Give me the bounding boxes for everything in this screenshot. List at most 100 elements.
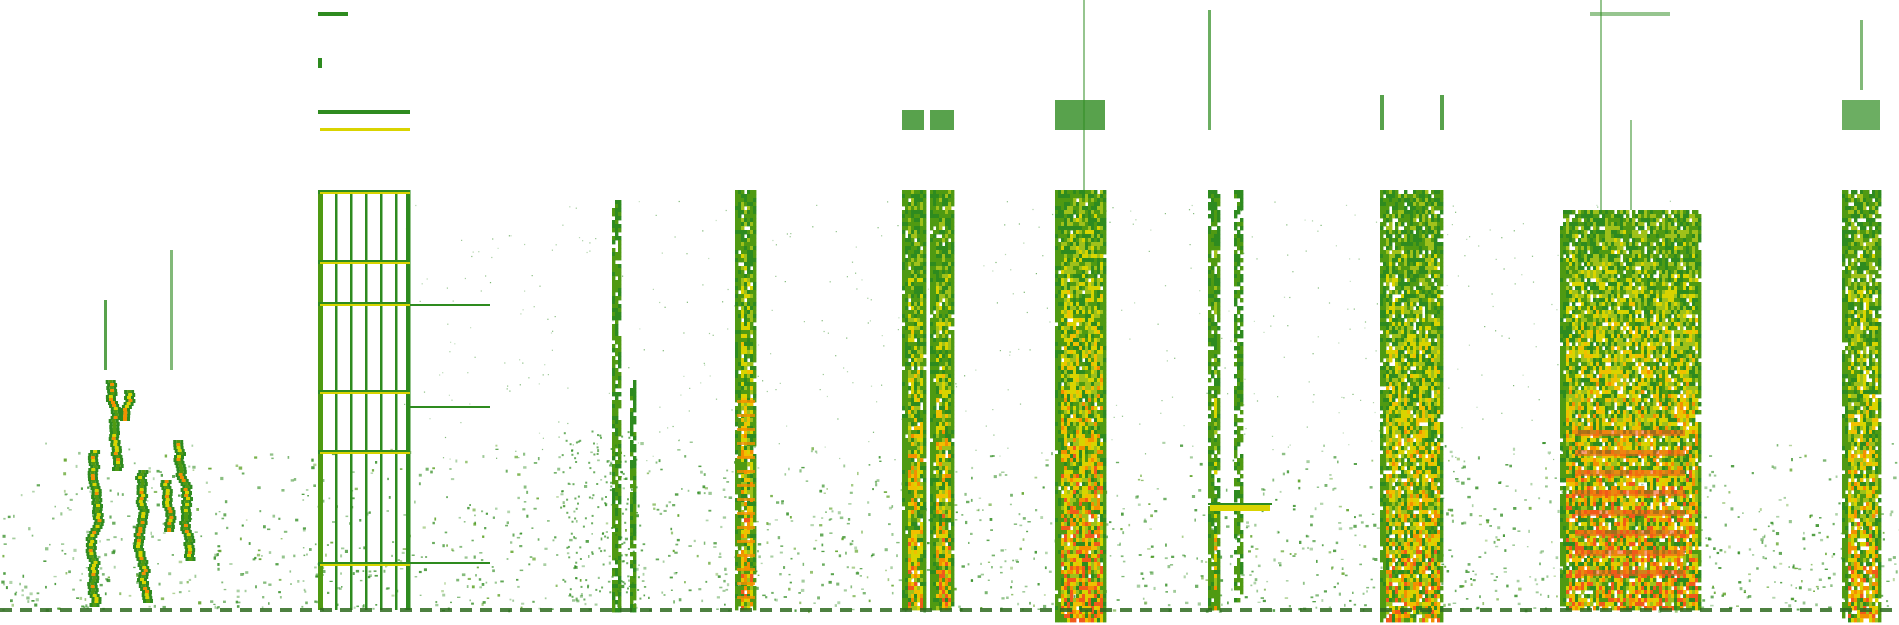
energy-cell (930, 422, 934, 427)
energy-cell (917, 518, 921, 523)
scatter (566, 546, 569, 549)
energy-cell (747, 274, 751, 279)
noise-speck (471, 585, 475, 589)
noise-speck (646, 472, 650, 475)
call-trace (127, 396, 131, 400)
energy-cell (615, 416, 619, 421)
energy-cell (738, 258, 742, 263)
noise-speck (779, 573, 782, 576)
energy-cell (615, 200, 619, 205)
energy-cell (747, 382, 751, 387)
noise-speck (623, 455, 626, 457)
call-trace (117, 440, 121, 444)
noise-speck (1369, 486, 1373, 489)
energy-cell (905, 398, 909, 403)
energy-cell (930, 278, 934, 283)
energy-cell (908, 314, 912, 319)
energy-cell (920, 454, 924, 459)
noise-speck (1352, 393, 1354, 395)
energy-cell (735, 262, 739, 267)
call-trace (93, 513, 97, 517)
energy-cell (615, 492, 619, 497)
noise-speck (1315, 594, 1319, 597)
call-trace (89, 570, 93, 574)
noise-speck (1353, 524, 1357, 528)
noise-speck (1289, 296, 1291, 299)
call-trace (90, 450, 94, 454)
noise-speck (670, 589, 673, 591)
noise-speck (104, 592, 107, 596)
energy-cell (615, 352, 619, 357)
noise-speck (1418, 456, 1420, 458)
noise-speck (1189, 475, 1193, 477)
call-trace (96, 531, 100, 535)
noise-speck (363, 604, 365, 608)
energy-cell (902, 550, 906, 555)
energy-cell (618, 372, 622, 377)
noise-speck (588, 594, 592, 597)
energy-cell (914, 474, 918, 479)
noise-speck (1446, 512, 1449, 516)
energy-cell (615, 208, 619, 213)
energy-cell (630, 524, 634, 529)
energy-cell (908, 370, 912, 375)
call-trace (139, 473, 144, 477)
noise-speck (1490, 573, 1494, 575)
call-trace (190, 542, 194, 546)
call-trace (132, 393, 136, 397)
call-trace (165, 498, 170, 502)
noise-speck (1185, 601, 1189, 605)
energy-cell (741, 438, 745, 443)
call-trace (112, 422, 117, 426)
noise-speck (1464, 255, 1466, 257)
noise-speck (1811, 533, 1816, 537)
energy-cell (741, 342, 745, 347)
noise-speck (1505, 485, 1509, 487)
energy-cell (905, 206, 909, 211)
noise-speck (724, 496, 727, 498)
call-trace (140, 506, 145, 510)
energy-cell (735, 202, 739, 207)
energy-cell (908, 378, 912, 383)
energy-cell (744, 230, 748, 235)
noise-speck (153, 490, 158, 493)
noise-speck (1779, 562, 1783, 565)
energy-cell (930, 198, 934, 203)
noise-speck (600, 537, 603, 541)
energy-cell (908, 302, 912, 307)
energy-cell (747, 306, 751, 311)
noise-speck (1713, 474, 1717, 477)
noise-speck (112, 521, 116, 525)
noise-speck (547, 374, 549, 376)
noise-speck (508, 235, 510, 237)
noise-speck (1710, 604, 1714, 607)
noise-speck (451, 548, 454, 551)
noise-speck (1533, 323, 1535, 325)
noise-speck (1738, 581, 1742, 584)
noise-speck (117, 492, 119, 496)
energy-cell (914, 526, 918, 531)
call-trace (189, 485, 193, 489)
noise-speck (402, 548, 406, 550)
noise-speck (1895, 570, 1898, 574)
noise-speck (1338, 592, 1341, 596)
scatter (583, 598, 586, 601)
noise-speck (194, 574, 197, 578)
noise-speck (771, 309, 773, 311)
energy-cell (753, 302, 757, 307)
energy-cell (920, 466, 924, 471)
energy-cell (753, 430, 757, 435)
noise-speck (435, 601, 438, 604)
noise-speck (1261, 488, 1265, 491)
scatter (570, 532, 573, 535)
noise-speck (14, 592, 17, 596)
energy-cell (923, 382, 927, 387)
energy-cell (618, 484, 622, 489)
energy-cell (633, 576, 637, 581)
energy-cell (735, 282, 739, 287)
noise-speck (1274, 201, 1276, 203)
noise-speck (391, 554, 393, 557)
noise-speck (716, 596, 720, 599)
noise-speck (1276, 530, 1280, 534)
energy-cell (911, 470, 915, 475)
